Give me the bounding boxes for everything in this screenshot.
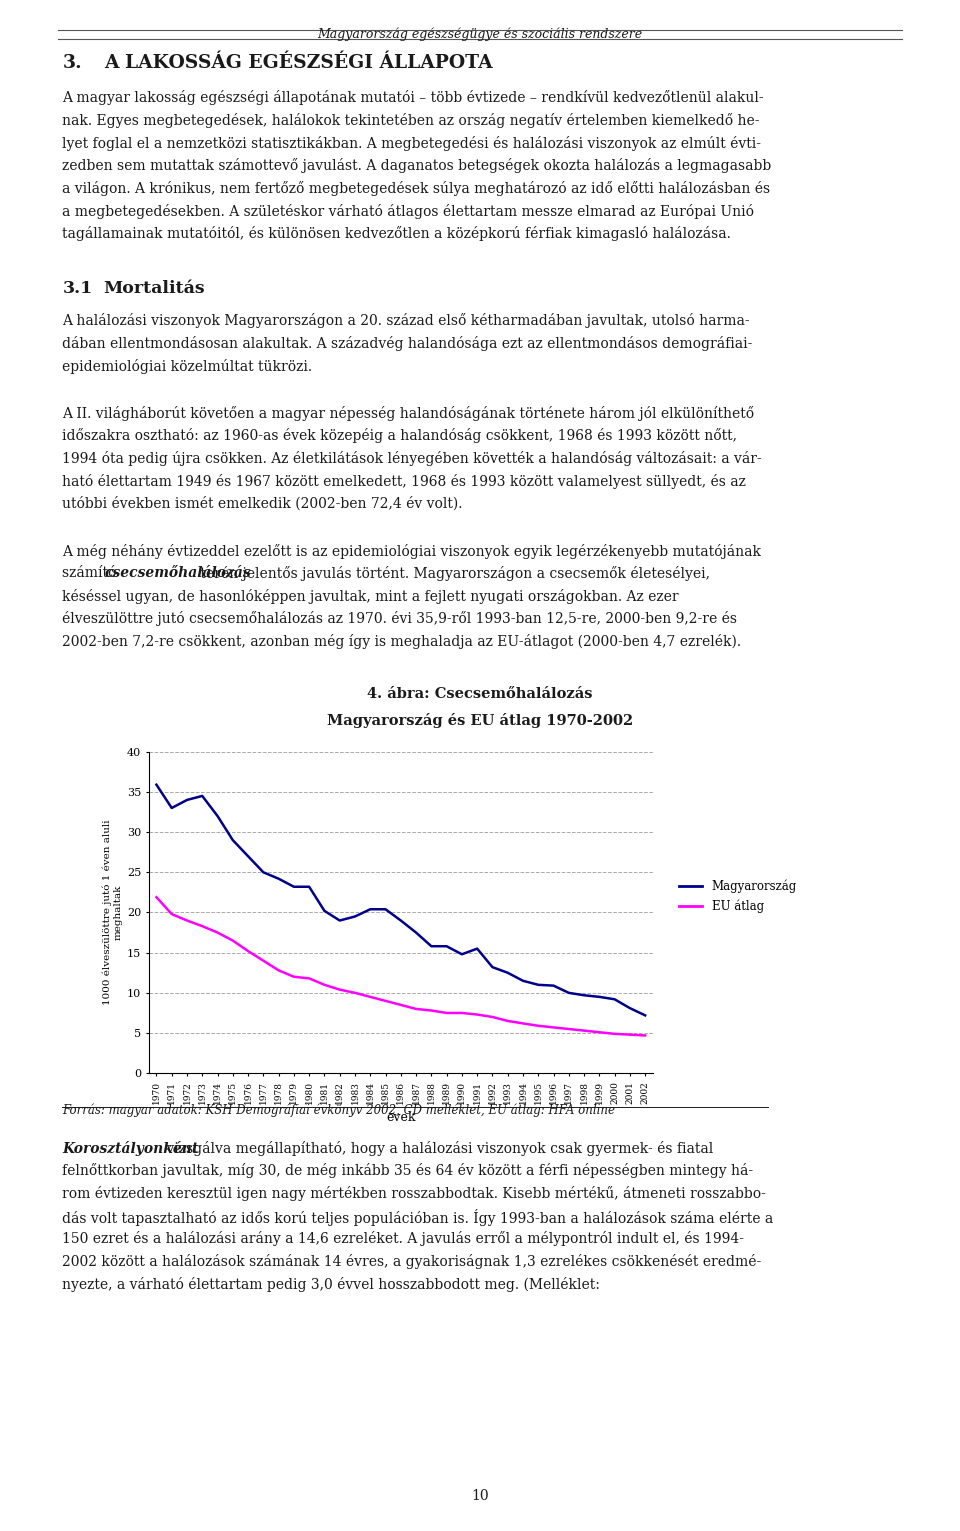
Text: ható élettartam 1949 és 1967 között emelkedett, 1968 és 1993 között valamelyest : ható élettartam 1949 és 1967 között emel… <box>62 473 746 488</box>
Text: terén jelentős javulás történt. Magyarországon a csecsemők életesélyei,: terén jelentős javulás történt. Magyaror… <box>196 566 709 582</box>
Text: lyet foglal el a nemzetközi statisztikákban. A megbetegedési és halálozási viszo: lyet foglal el a nemzetközi statisztikák… <box>62 136 761 150</box>
Text: Forrás: magyar adatok: KSH Demográfiai évkönyv 2002, CD melléklet, EU átlag: HFA: Forrás: magyar adatok: KSH Demográfiai é… <box>62 1104 615 1118</box>
Text: számító: számító <box>62 566 121 580</box>
Y-axis label: 1000 élveszülöttre jutó 1 éven aluli
meghaltak: 1000 élveszülöttre jutó 1 éven aluli meg… <box>103 819 123 1006</box>
Text: Mortalitás: Mortalitás <box>104 280 205 297</box>
Text: 2002-ben 7,2-re csökkent, azonban még így is meghaladja az EU-átlagot (2000-ben : 2002-ben 7,2-re csökkent, azonban még íg… <box>62 634 741 649</box>
Text: 4. ábra: Csecsemőhalálozás: 4. ábra: Csecsemőhalálozás <box>368 687 592 701</box>
Text: Korosztályonként: Korosztályonként <box>62 1141 199 1156</box>
Text: időszakra osztható: az 1960-as évek közepéig a halandóság csökkent, 1968 és 1993: időszakra osztható: az 1960-as évek köze… <box>62 429 737 444</box>
Text: 1994 óta pedig újra csökken. Az életkilátások lényegében követték a halandóság v: 1994 óta pedig újra csökken. Az életkilá… <box>62 452 762 465</box>
Text: A még néhány évtizeddel ezelőtt is az epidemiológiai viszonyok egyik legérzékeny: A még néhány évtizeddel ezelőtt is az ep… <box>62 544 761 559</box>
Text: 3.: 3. <box>62 54 82 72</box>
Text: A halálozási viszonyok Magyarországon a 20. század első kétharmadában javultak, : A halálozási viszonyok Magyarországon a … <box>62 314 750 328</box>
Text: élveszülöttre jutó csecsemőhalálozás az 1970. évi 35,9-ről 1993-ban 12,5-re, 200: élveszülöttre jutó csecsemőhalálozás az … <box>62 611 737 626</box>
Text: vizsgálva megállapítható, hogy a halálozási viszonyok csak gyermek- és fiatal: vizsgálva megállapítható, hogy a haláloz… <box>162 1141 713 1156</box>
Text: nak. Egyes megbetegedések, halálokok tekintetében az ország negatív értelemben k: nak. Egyes megbetegedések, halálokok tek… <box>62 113 760 129</box>
Text: késéssel ugyan, de hasonlóképpen javultak, mint a fejlett nyugati országokban. A: késéssel ugyan, de hasonlóképpen javulta… <box>62 589 679 603</box>
Text: csecsemőhalálozás: csecsemőhalálozás <box>104 566 251 580</box>
Text: felnőttkorban javultak, míg 30, de még inkább 35 és 64 év között a férfi népessé: felnőttkorban javultak, míg 30, de még i… <box>62 1164 754 1179</box>
Text: A magyar lakosság egészségi állapotának mutatói – több évtizede – rendkívül kedv: A magyar lakosság egészségi állapotának … <box>62 90 764 106</box>
Text: 3.1: 3.1 <box>62 280 93 297</box>
Text: Magyarország egészségügye és szociális rendszere: Magyarország egészségügye és szociális r… <box>318 28 642 41</box>
Text: dás volt tapasztalható az idős korú teljes populációban is. Így 1993-ban a halál: dás volt tapasztalható az idős korú telj… <box>62 1208 774 1226</box>
Text: zedben sem mutattak számottevő javulást. A daganatos betegségek okozta halálozás: zedben sem mutattak számottevő javulást.… <box>62 158 772 173</box>
Legend: Magyarország, EU átlag: Magyarország, EU átlag <box>674 876 802 917</box>
Text: 2002 között a halálozások számának 14 évres, a gyakoriságnak 1,3 ezrelékes csökk: 2002 között a halálozások számának 14 év… <box>62 1254 761 1269</box>
Text: a megbetegedésekben. A születéskor várható átlagos élettartam messze elmarad az : a megbetegedésekben. A születéskor várha… <box>62 204 755 219</box>
Text: epidemiológiai közelmúltat tükrözi.: epidemiológiai közelmúltat tükrözi. <box>62 358 313 374</box>
Text: tagállamainak mutatóitól, és különösen kedvezőtlen a középkorú férfiak kimagasló: tagállamainak mutatóitól, és különösen k… <box>62 227 732 242</box>
Text: A LAKOSSÁG EGÉSZSÉGI ÁLLAPOTA: A LAKOSSÁG EGÉSZSÉGI ÁLLAPOTA <box>104 54 492 72</box>
Text: dában ellentmondásosan alakultak. A századvég halandósága ezt az ellentmondásos : dában ellentmondásosan alakultak. A száz… <box>62 335 753 351</box>
Text: Magyarország és EU átlag 1970-2002: Magyarország és EU átlag 1970-2002 <box>326 713 634 729</box>
X-axis label: évek: évek <box>386 1112 416 1124</box>
Text: 150 ezret és a halálozási arány a 14,6 ezreléket. A javulás erről a mélypontról : 150 ezret és a halálozási arány a 14,6 e… <box>62 1231 744 1246</box>
Text: rom évtizeden keresztül igen nagy mértékben rosszabbodtak. Kisebb mértékű, átmen: rom évtizeden keresztül igen nagy mérték… <box>62 1187 766 1200</box>
Text: A II. világháborút követően a magyar népesség halandóságának története három jól: A II. világháborút követően a magyar nép… <box>62 406 755 421</box>
Text: a világon. A krónikus, nem fertőző megbetegedések súlya meghatározó az idő előtt: a világon. A krónikus, nem fertőző megbe… <box>62 181 771 196</box>
Text: nyezte, a várható élettartam pedig 3,0 évvel hosszabbodott meg. (Melléklet:: nyezte, a várható élettartam pedig 3,0 é… <box>62 1277 600 1292</box>
Text: utóbbi években ismét emelkedik (2002-ben 72,4 év volt).: utóbbi években ismét emelkedik (2002-ben… <box>62 496 463 511</box>
Text: 10: 10 <box>471 1490 489 1503</box>
